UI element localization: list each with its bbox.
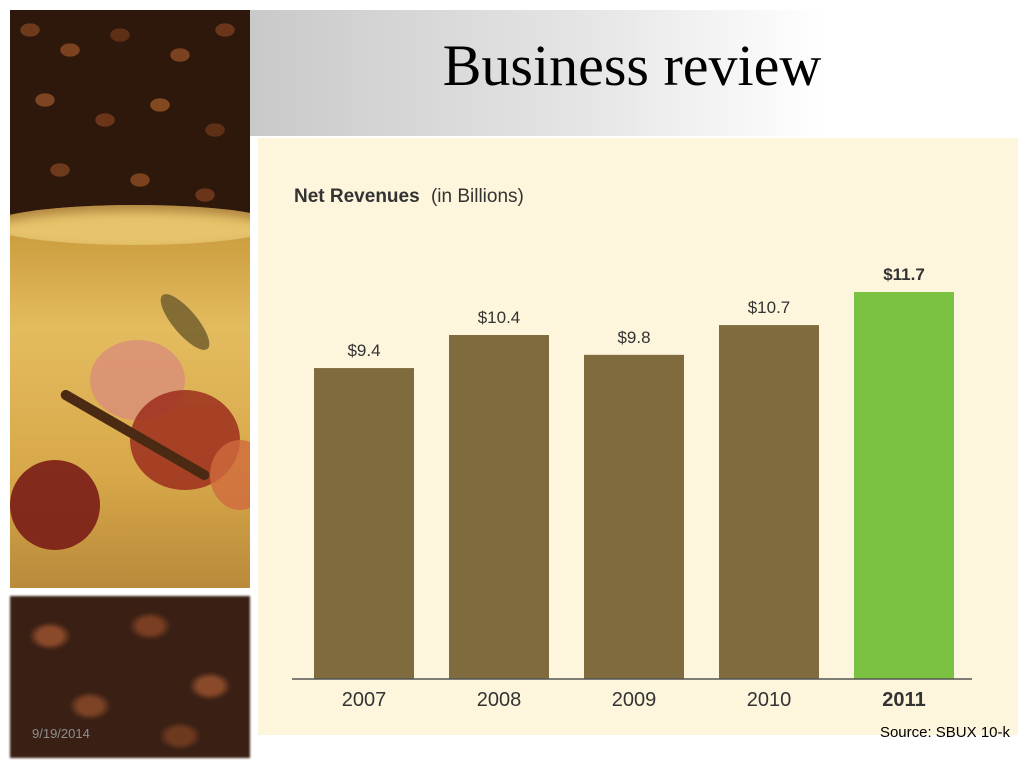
slide-date: 9/19/2014	[32, 726, 90, 741]
bar-value-label-2009: $9.8	[617, 328, 650, 347]
x-tick-label-2011: 2011	[882, 689, 925, 711]
bar-2011	[854, 292, 954, 679]
bar-group: $9.4 $10.4 $9.8 $10.7 $11.7	[314, 265, 954, 679]
coffee-beans-image	[10, 10, 250, 220]
bar-2008	[449, 335, 549, 679]
x-tick-label-2009: 2009	[612, 689, 657, 711]
source-note: Source: SBUX 10-k	[879, 724, 1010, 741]
slide-title: Business review	[442, 33, 822, 98]
x-tick-labels: 2007 2008 2009 2010 2011	[342, 689, 926, 711]
cup-rim	[10, 205, 250, 245]
chart-title-main: Net Revenues	[294, 186, 420, 207]
bar-value-label-2010: $10.7	[748, 298, 791, 317]
flower-decoration	[210, 440, 250, 510]
chart-title-suffix: (in Billions)	[431, 186, 524, 207]
bar-value-label-2008: $10.4	[478, 308, 521, 327]
x-tick-label-2008: 2008	[477, 689, 522, 711]
bar-2009	[584, 354, 684, 679]
bar-value-label-2007: $9.4	[347, 341, 380, 360]
bar-value-label-2011: $11.7	[883, 265, 925, 284]
flower-decoration	[10, 460, 100, 550]
blurred-beans-photo	[10, 596, 250, 758]
bar-2010	[719, 325, 819, 679]
bar-2007	[314, 368, 414, 679]
title-band	[250, 10, 1014, 136]
chart-title: Net Revenues (in Billions)	[294, 186, 524, 207]
net-revenues-chart: Net Revenues (in Billions) $9.4 $10.4 $9.8…	[258, 138, 1018, 735]
x-tick-label-2010: 2010	[747, 689, 792, 711]
coffee-cup-photo	[10, 10, 250, 588]
x-tick-label-2007: 2007	[342, 689, 387, 711]
